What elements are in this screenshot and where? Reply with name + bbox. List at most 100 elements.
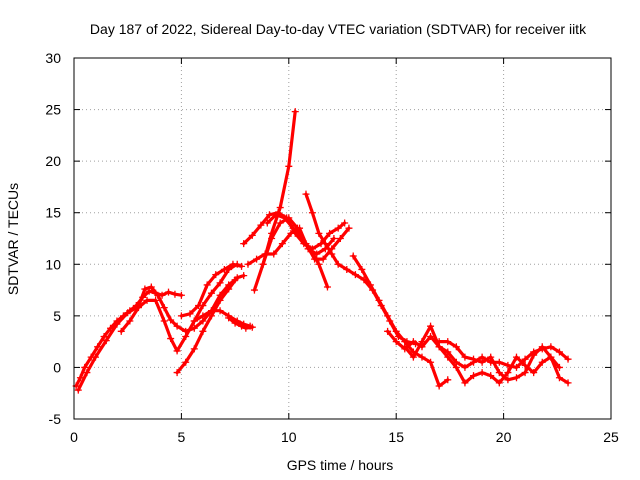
data-point [276, 219, 284, 227]
x-tick-label: 10 [281, 429, 297, 445]
data-point [257, 221, 265, 229]
data-point [134, 304, 142, 312]
data-point [384, 312, 392, 320]
data-point [435, 338, 443, 346]
y-tick-label: 15 [45, 205, 61, 221]
data-point [401, 343, 409, 351]
data-point [177, 312, 185, 320]
data-point [461, 363, 469, 371]
data-point [452, 343, 460, 351]
data-point [427, 358, 435, 366]
data-point [278, 240, 286, 248]
data-point [195, 302, 203, 310]
data-point [165, 288, 173, 296]
data-point [276, 204, 284, 212]
data-point [504, 376, 512, 384]
data-point [366, 281, 374, 289]
data-point [452, 363, 460, 371]
data-point [272, 211, 280, 219]
data-point [358, 265, 366, 273]
data-point [229, 260, 237, 268]
axis-ticks: 0 5 10 15 20 25 -5 0 5 10 15 20 25 30 [45, 50, 619, 445]
data-point [240, 240, 248, 248]
data-point [259, 260, 267, 268]
data-point [330, 235, 338, 242]
data-point [504, 369, 512, 377]
data-point [302, 190, 310, 198]
data-point [547, 343, 555, 351]
data-point [564, 355, 572, 363]
data-point [173, 347, 181, 355]
x-tick-label: 0 [70, 429, 78, 445]
data-point [555, 363, 563, 371]
data-point [384, 327, 392, 335]
data-point [334, 224, 342, 232]
data-point [225, 285, 233, 293]
data-point [182, 332, 190, 340]
data-series [173, 272, 248, 377]
data-point [248, 231, 256, 239]
data-series [225, 314, 256, 332]
data-point [74, 386, 82, 394]
chart-title: Day 187 of 2022, Sidereal Day-to-day VTE… [90, 21, 587, 37]
data-point [141, 285, 149, 293]
data-point [216, 279, 224, 287]
data-point [173, 322, 181, 330]
x-axis-label: GPS time / hours [287, 457, 394, 473]
data-point [495, 379, 503, 387]
data-point [268, 235, 276, 242]
data-point [83, 369, 91, 377]
data-point [495, 358, 503, 366]
data-point [281, 214, 289, 222]
data-point [285, 162, 293, 170]
data-point [100, 332, 108, 340]
data-point [409, 353, 417, 361]
data-point [225, 314, 233, 322]
data-point [102, 337, 110, 345]
data-point [487, 353, 495, 361]
data-point [270, 250, 278, 258]
data-point [287, 229, 295, 237]
y-tick-label: 20 [45, 153, 61, 169]
data-point [487, 372, 495, 380]
data-point [147, 283, 155, 291]
data-point [91, 353, 99, 361]
data-point [250, 286, 258, 294]
y-axis-label: SDTVAR / TECUs [5, 183, 21, 295]
data-point [207, 307, 215, 315]
y-tick-label: 10 [45, 256, 61, 272]
data-point [435, 382, 443, 390]
data-point [298, 235, 306, 242]
data-point [199, 327, 207, 335]
data-point [143, 296, 151, 304]
data-point [207, 289, 215, 297]
data-point [263, 219, 271, 227]
data-point [512, 363, 520, 371]
data-point [289, 224, 297, 232]
y-tick-label: 5 [53, 308, 61, 324]
data-point [530, 351, 538, 359]
x-tick-label: 5 [178, 429, 186, 445]
data-point [160, 304, 168, 312]
data-point [478, 358, 486, 366]
data-point [315, 260, 323, 268]
data-point [538, 343, 546, 351]
data-point [177, 291, 185, 299]
x-tick-label: 15 [388, 429, 404, 445]
data-point [152, 296, 160, 304]
data-point [555, 374, 563, 382]
data-point [461, 353, 469, 361]
data-point [190, 345, 198, 353]
data-point [231, 319, 239, 327]
data-point [220, 265, 228, 273]
data-point [240, 272, 248, 280]
data-series [263, 211, 331, 291]
data-point [238, 322, 246, 330]
series-line [179, 262, 244, 318]
data-point [203, 281, 211, 289]
data-point [171, 290, 179, 298]
data-point [124, 309, 132, 317]
data-point [461, 379, 469, 387]
